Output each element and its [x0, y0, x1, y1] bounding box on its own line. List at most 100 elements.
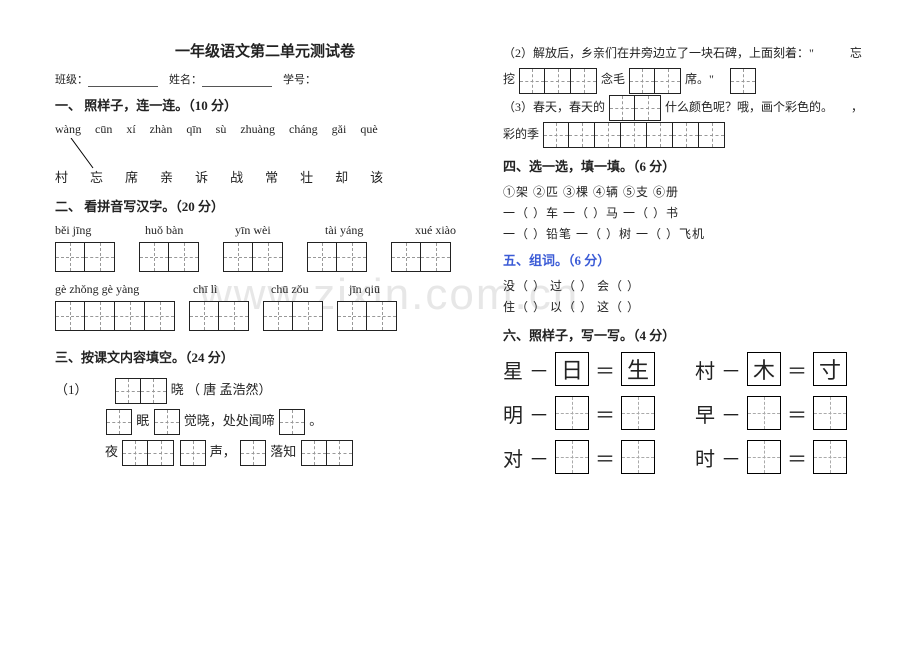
blank-box[interactable]: [180, 440, 206, 466]
pinyin-label: běi jīng: [55, 223, 115, 238]
hanzi-item: 该: [370, 167, 383, 186]
eq-box: 日: [555, 352, 589, 386]
pinyin-item: zhàn: [150, 122, 173, 137]
hanzi-item: 席: [125, 167, 138, 186]
eq-blank[interactable]: [555, 440, 589, 474]
page-columns: 一年级语文第二单元测试卷 班级： 姓名： 学号： 一、 照样子，连一连。（10 …: [55, 40, 875, 484]
s4-row2: 一（ ）铅笔 一（ ）树 一（ ）飞机: [503, 225, 875, 242]
eq-char: 时: [695, 443, 715, 472]
pinyin-label: chū zǒu: [271, 282, 331, 297]
eq-blank[interactable]: [813, 440, 847, 474]
eq-blank[interactable]: [813, 396, 847, 430]
eq-box: 寸: [813, 352, 847, 386]
eq-char: 村: [695, 355, 715, 384]
left-column: 一年级语文第二单元测试卷 班级： 姓名： 学号： 一、 照样子，连一连。（10 …: [55, 40, 475, 484]
pinyin-label: tài yáng: [325, 223, 385, 238]
blank-box[interactable]: [543, 122, 725, 148]
pinyin-item: gǎi: [332, 122, 347, 137]
pinyin-label: gè zhǒng gè yàng: [55, 282, 175, 297]
pinyin-item: cūn: [95, 122, 112, 137]
s3-text: 声，: [210, 444, 236, 459]
blank-box[interactable]: [730, 68, 756, 94]
meta-line: 班级： 姓名： 学号：: [55, 71, 475, 87]
s4-options: ①架 ②匹 ③棵 ④辆 ⑤支 ⑥册: [503, 183, 875, 200]
write-box[interactable]: [337, 301, 397, 331]
s6-example-row: 星－ 日＝ 生 村－ 木＝ 寸: [503, 352, 875, 396]
pinyin-item: què: [360, 122, 377, 137]
section4-heading: 四、选一选，填一填。（6 分）: [503, 156, 875, 175]
eq-blank[interactable]: [747, 396, 781, 430]
blank-box[interactable]: [122, 440, 174, 466]
pinyin-item: cháng: [289, 122, 318, 137]
s3-text: 挖: [503, 72, 515, 86]
s4-row1: 一（ ）车 一（ ）马 一（ ）书: [503, 204, 875, 221]
class-label: 班级：: [55, 74, 88, 86]
eq-blank[interactable]: [621, 396, 655, 430]
s3-line-b: 眠 觉晓，处处闻啼 。: [55, 405, 475, 436]
eq-box: 生: [621, 352, 655, 386]
s3-part3: （3）春天，春天的 什么颜色呢？哦，画个彩色的。 ， 彩的季: [503, 94, 875, 149]
pinyin-label: xué xiào: [415, 223, 475, 238]
section1-heading: 一、 照样子，连一连。（10 分）: [55, 95, 475, 114]
eq-example: 星－ 日＝ 生: [503, 352, 655, 386]
hanzi-item: 战: [230, 167, 243, 186]
s3-text: 彩的季: [503, 127, 539, 141]
class-blank[interactable]: [88, 75, 158, 87]
s3-line-a: （1） 晓 （ 唐 孟浩然）: [55, 374, 475, 405]
eq-char: 明: [503, 399, 523, 428]
blank-box[interactable]: [519, 68, 597, 94]
blank-box[interactable]: [609, 95, 661, 121]
s3-text: 。: [309, 413, 322, 428]
write-box[interactable]: [55, 301, 175, 331]
s3-text: 觉晓，处处闻啼: [184, 413, 275, 428]
eq-item: 明－ ＝: [503, 396, 655, 430]
write-box[interactable]: [391, 242, 451, 272]
write-box[interactable]: [139, 242, 199, 272]
pinyin-label: jīn qiū: [349, 282, 409, 297]
s6-row2: 对－ ＝ 时－ ＝: [503, 440, 875, 484]
blank-box[interactable]: [115, 378, 167, 404]
eq-example: 村－ 木＝ 寸: [695, 352, 847, 386]
s3-part2: （2）解放后，乡亲们在井旁边立了一块石碑，上面刻着：" 忘 挖 念毛 席。": [503, 40, 875, 94]
s3-text: ，: [851, 100, 863, 114]
eq-char: 对: [503, 443, 523, 472]
write-boxes-row1: [55, 242, 475, 272]
write-box[interactable]: [189, 301, 249, 331]
blank-box[interactable]: [154, 409, 180, 435]
pinyin-item: zhuàng: [240, 122, 275, 137]
write-box[interactable]: [223, 242, 283, 272]
s3-text: （3）春天，春天的: [503, 100, 605, 114]
s5-row2: 住（ ） 以（ ） 这（ ）: [503, 298, 875, 315]
eq-item: 对－ ＝: [503, 440, 655, 474]
eq-blank[interactable]: [555, 396, 589, 430]
hanzi-item: 却: [335, 167, 348, 186]
s3-text: 什么颜色呢？哦，画个彩色的。: [665, 100, 833, 114]
hanzi-item: 壮: [300, 167, 313, 186]
section5-heading: 五、组词。（6 分）: [503, 250, 875, 269]
hanzi-item: 常: [265, 167, 278, 186]
write-box[interactable]: [263, 301, 323, 331]
s3-line-c: 夜 声， 落知: [55, 436, 475, 467]
pinyin-label: chī lì: [193, 282, 253, 297]
eq-blank[interactable]: [621, 440, 655, 474]
s3-text: （2）解放后，乡亲们在井旁边立了一块石碑，上面刻着：": [503, 46, 814, 60]
s3-text: 席。": [685, 72, 714, 86]
eq-item: 时－ ＝: [695, 440, 847, 474]
blank-box[interactable]: [106, 409, 132, 435]
pinyin-row: wàng cūn xí zhàn qīn sù zhuàng cháng gǎi…: [55, 122, 475, 137]
blank-box[interactable]: [240, 440, 266, 466]
name-blank[interactable]: [202, 75, 272, 87]
section2-heading: 二、 看拼音写汉字。（20 分）: [55, 196, 475, 215]
eq-box: 木: [747, 352, 781, 386]
pinyin-item: sù: [216, 122, 227, 137]
write-box[interactable]: [55, 242, 115, 272]
blank-box[interactable]: [279, 409, 305, 435]
blank-box[interactable]: [301, 440, 353, 466]
section3-heading: 三、按课文内容填空。（24 分）: [55, 347, 475, 366]
write-box[interactable]: [307, 242, 367, 272]
blank-box[interactable]: [629, 68, 681, 94]
s3-text: 落知: [270, 444, 296, 459]
s3-text: 忘: [850, 46, 862, 60]
pinyin-labels-row1: běi jīng huǒ bàn yīn wèi tài yáng xué xi…: [55, 223, 475, 238]
eq-blank[interactable]: [747, 440, 781, 474]
